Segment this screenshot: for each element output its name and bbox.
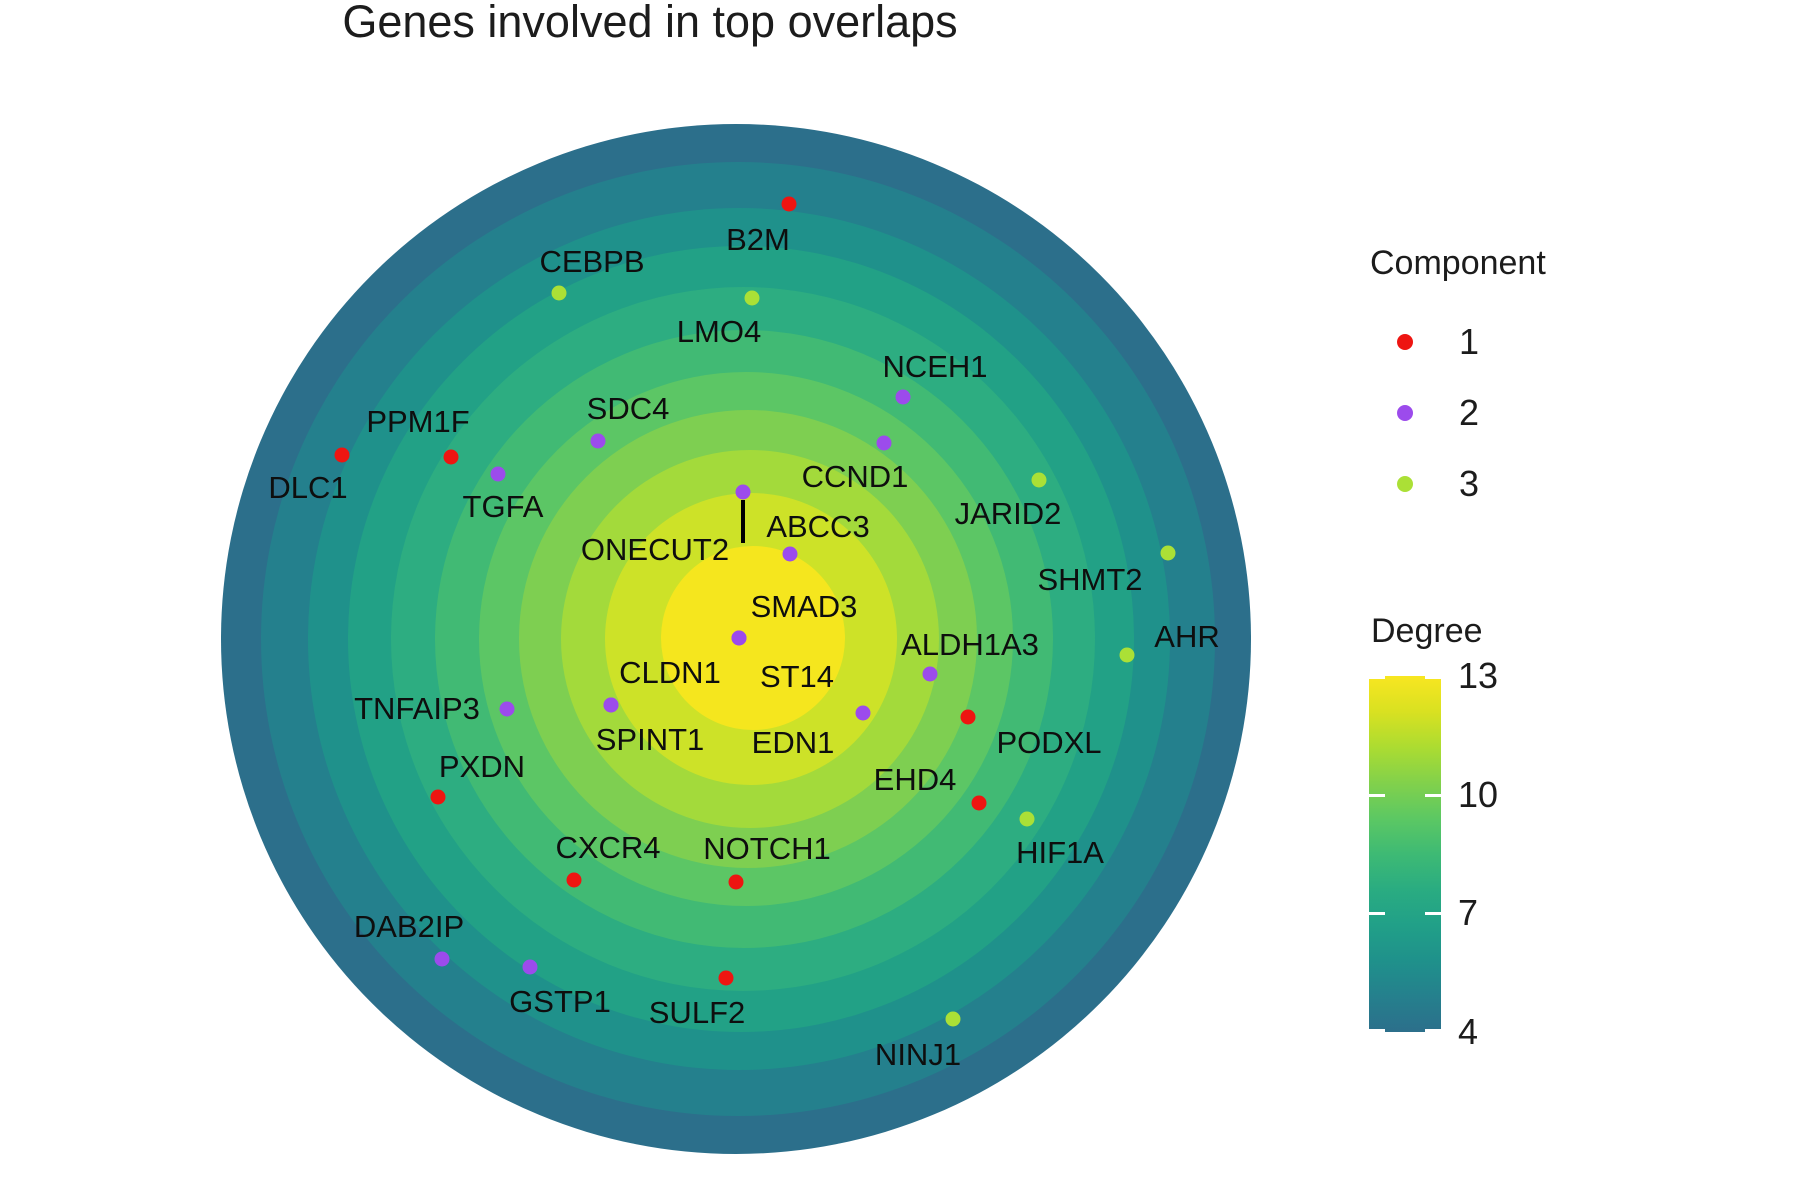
- gene-dot-sulf2: [718, 970, 734, 986]
- gene-label-edn1: EDN1: [751, 725, 835, 760]
- gene-dot-spint1: [603, 697, 619, 713]
- gene-dot-cxcr4: [566, 872, 582, 888]
- gene-label-ccnd1: CCND1: [801, 459, 909, 494]
- gene-dot-sdc4: [590, 433, 606, 449]
- degree-colorbar: [1369, 676, 1441, 1032]
- gene-dot-st14: [731, 630, 747, 646]
- component-3-dot: [1397, 476, 1413, 492]
- gene-dot-abcc3: [782, 546, 798, 562]
- gene-dot-notch1: [728, 874, 744, 890]
- label-leader-line: [741, 500, 745, 543]
- legend-item-component-1: 1: [1397, 321, 1479, 362]
- colorbar-tick-mark: [1425, 676, 1441, 679]
- gene-dot-gstp1: [522, 959, 538, 975]
- gene-label-lmo4: LMO4: [676, 314, 762, 349]
- colorbar-tick-mark: [1369, 676, 1385, 679]
- gene-dot-tnfaip3: [499, 701, 515, 717]
- gene-label-sulf2: SULF2: [648, 995, 746, 1030]
- gene-label-pxdn: PXDN: [438, 749, 526, 784]
- component-1-dot: [1397, 334, 1413, 350]
- legend-item-label: 3: [1459, 463, 1480, 504]
- gene-dot-dlc1: [334, 447, 350, 463]
- gene-dot-ccnd1: [876, 435, 892, 451]
- legend-item-component-3: 3: [1397, 463, 1479, 504]
- colorbar-tick-mark: [1369, 912, 1385, 916]
- colorbar-tick-label: 7: [1458, 892, 1479, 934]
- colorbar-tick-mark: [1369, 1029, 1385, 1032]
- degree-contour-ring: [661, 546, 845, 730]
- gene-dot-cebpb: [551, 285, 567, 301]
- gene-dot-onecut2: [735, 484, 751, 500]
- gene-label-b2m: B2M: [726, 222, 790, 257]
- degree-colorbar-title: Degree: [1371, 612, 1483, 650]
- gene-label-ninj1: NINJ1: [874, 1037, 962, 1072]
- gene-dot-ahr: [1119, 647, 1135, 663]
- colorbar-tick-label: 13: [1458, 655, 1499, 696]
- gene-dot-b2m: [781, 196, 797, 212]
- gene-label-sdc4: SDC4: [586, 391, 670, 426]
- gene-dot-dab2ip: [434, 951, 450, 967]
- gene-label-hif1a: HIF1A: [1016, 835, 1104, 870]
- legend-item-label: 2: [1459, 392, 1480, 433]
- gene-dot-tgfa: [490, 466, 506, 482]
- gene-label-nceh1: NCEH1: [882, 349, 988, 384]
- gene-label-onecut2: ONECUT2: [580, 532, 730, 567]
- gene-label-cxcr4: CXCR4: [555, 830, 661, 865]
- gene-label-podxl: PODXL: [996, 725, 1102, 760]
- legend-item-component-2: 2: [1397, 392, 1479, 433]
- colorbar-tick-mark: [1425, 793, 1441, 797]
- colorbar-tick-mark: [1425, 1029, 1441, 1032]
- gene-label-tgfa: TGFA: [462, 489, 544, 524]
- component-legend-title: Component: [1370, 244, 1546, 282]
- gene-label-aldh1a3: ALDH1A3: [901, 627, 1039, 662]
- colorbar-tick-mark: [1425, 912, 1441, 916]
- gene-label-cldn1: CLDN1: [619, 655, 721, 690]
- gene-label-spint1: SPINT1: [595, 722, 705, 757]
- gene-label-gstp1: GSTP1: [509, 984, 611, 1019]
- gene-dot-edn1: [855, 705, 871, 721]
- gene-label-abcc3: ABCC3: [766, 509, 870, 544]
- plot-title: Genes involved in top overlaps: [342, 0, 958, 47]
- gene-label-ppm1f: PPM1F: [366, 404, 470, 439]
- gene-dot-jarid2: [1031, 472, 1047, 488]
- gene-label-shmt2: SHMT2: [1037, 562, 1143, 597]
- gene-dot-shmt2: [1160, 545, 1176, 561]
- colorbar-tick-label: 10: [1458, 773, 1499, 815]
- gene-label-jarid2: JARID2: [954, 496, 1062, 531]
- gene-label-dab2ip: DAB2IP: [353, 909, 465, 944]
- gene-label-ahr: AHR: [1154, 619, 1220, 654]
- gene-label-smad3: SMAD3: [750, 589, 858, 624]
- gene-label-st14: ST14: [759, 659, 835, 694]
- gene-dot-aldh1a3: [922, 666, 938, 682]
- gene-dot-ppm1f: [443, 449, 459, 465]
- gene-dot-ninj1: [945, 1011, 961, 1027]
- colorbar-tick-mark: [1369, 793, 1385, 797]
- component-2-dot: [1397, 405, 1413, 421]
- gene-dot-pxdn: [430, 789, 446, 805]
- gene-label-cebpb: CEBPB: [539, 244, 645, 279]
- legend-item-label: 1: [1459, 321, 1480, 362]
- gene-dot-nceh1: [895, 389, 911, 405]
- gene-label-tnfaip3: TNFAIP3: [354, 691, 480, 726]
- gene-dot-lmo4: [744, 290, 760, 306]
- gene-label-dlc1: DLC1: [268, 470, 348, 505]
- gene-label-notch1: NOTCH1: [703, 831, 831, 866]
- gene-label-ehd4: EHD4: [873, 762, 957, 797]
- colorbar-tick-label: 4: [1458, 1011, 1479, 1052]
- gene-dot-podxl: [960, 709, 976, 725]
- gene-dot-ehd4: [971, 795, 987, 811]
- gene-dot-hif1a: [1019, 811, 1035, 827]
